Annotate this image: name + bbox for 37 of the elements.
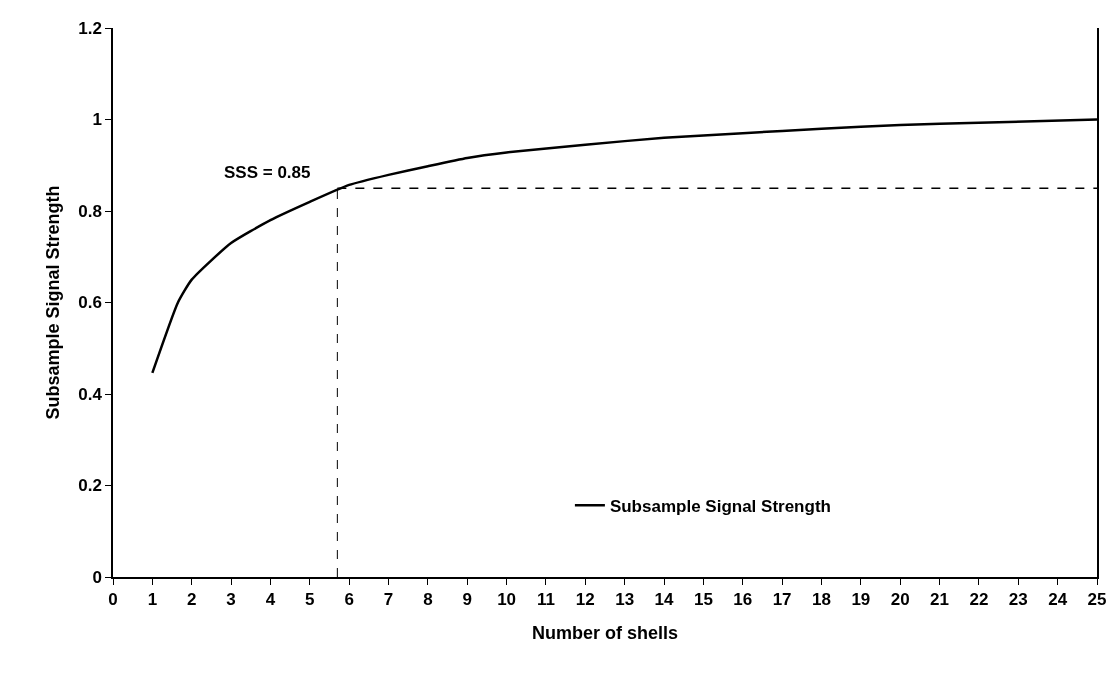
x-tick-label: 1 — [147, 590, 158, 610]
x-tick-label: 6 — [344, 590, 354, 610]
x-tick-label: 20 — [890, 590, 910, 610]
x-tick-label: 15 — [693, 590, 713, 610]
x-tick-label: 9 — [462, 590, 472, 610]
ref-line-label: SSS = 0.85 — [224, 163, 311, 182]
x-tick-label: 7 — [383, 590, 394, 610]
x-tick-label: 4 — [265, 590, 276, 610]
legend-label: Subsample Signal Strength — [609, 496, 831, 516]
x-tick-label: 24 — [1048, 590, 1068, 610]
x-tick-label: 14 — [654, 590, 675, 610]
x-tick-label: 13 — [615, 590, 635, 610]
x-tick-label: 5 — [305, 590, 315, 610]
y-tick-label: 0.4 — [78, 384, 103, 404]
x-tick-label: 17 — [772, 590, 792, 610]
x-tick-label: 2 — [186, 590, 197, 610]
y-tick-label: 0 — [92, 567, 102, 587]
y-tick-label: 0.6 — [78, 293, 102, 313]
x-tick-label: 25 — [1087, 590, 1107, 610]
x-tick-label: 3 — [226, 590, 236, 610]
x-tick-label: 21 — [930, 590, 950, 610]
x-tick-label: 22 — [969, 590, 989, 610]
x-tick-label: 19 — [851, 590, 871, 610]
y-tick-label: 0.8 — [78, 201, 102, 221]
x-tick-label: 12 — [575, 590, 595, 610]
y-tick-label: 0.2 — [78, 476, 102, 496]
y-tick-label: 1.2 — [78, 18, 102, 38]
x-tick-label: 23 — [1008, 590, 1028, 610]
x-axis-title: Number of shells — [531, 622, 679, 643]
y-axis-title: Subsample Signal Strength — [42, 185, 63, 420]
y-tick-label: 1 — [92, 110, 102, 130]
x-tick-label: 18 — [812, 590, 831, 610]
x-tick-label: 8 — [423, 590, 433, 610]
x-tick-label: 16 — [733, 590, 753, 610]
x-tick-label: 0 — [108, 590, 118, 610]
x-tick-label: 11 — [536, 590, 555, 610]
x-tick-label: 10 — [497, 590, 517, 610]
